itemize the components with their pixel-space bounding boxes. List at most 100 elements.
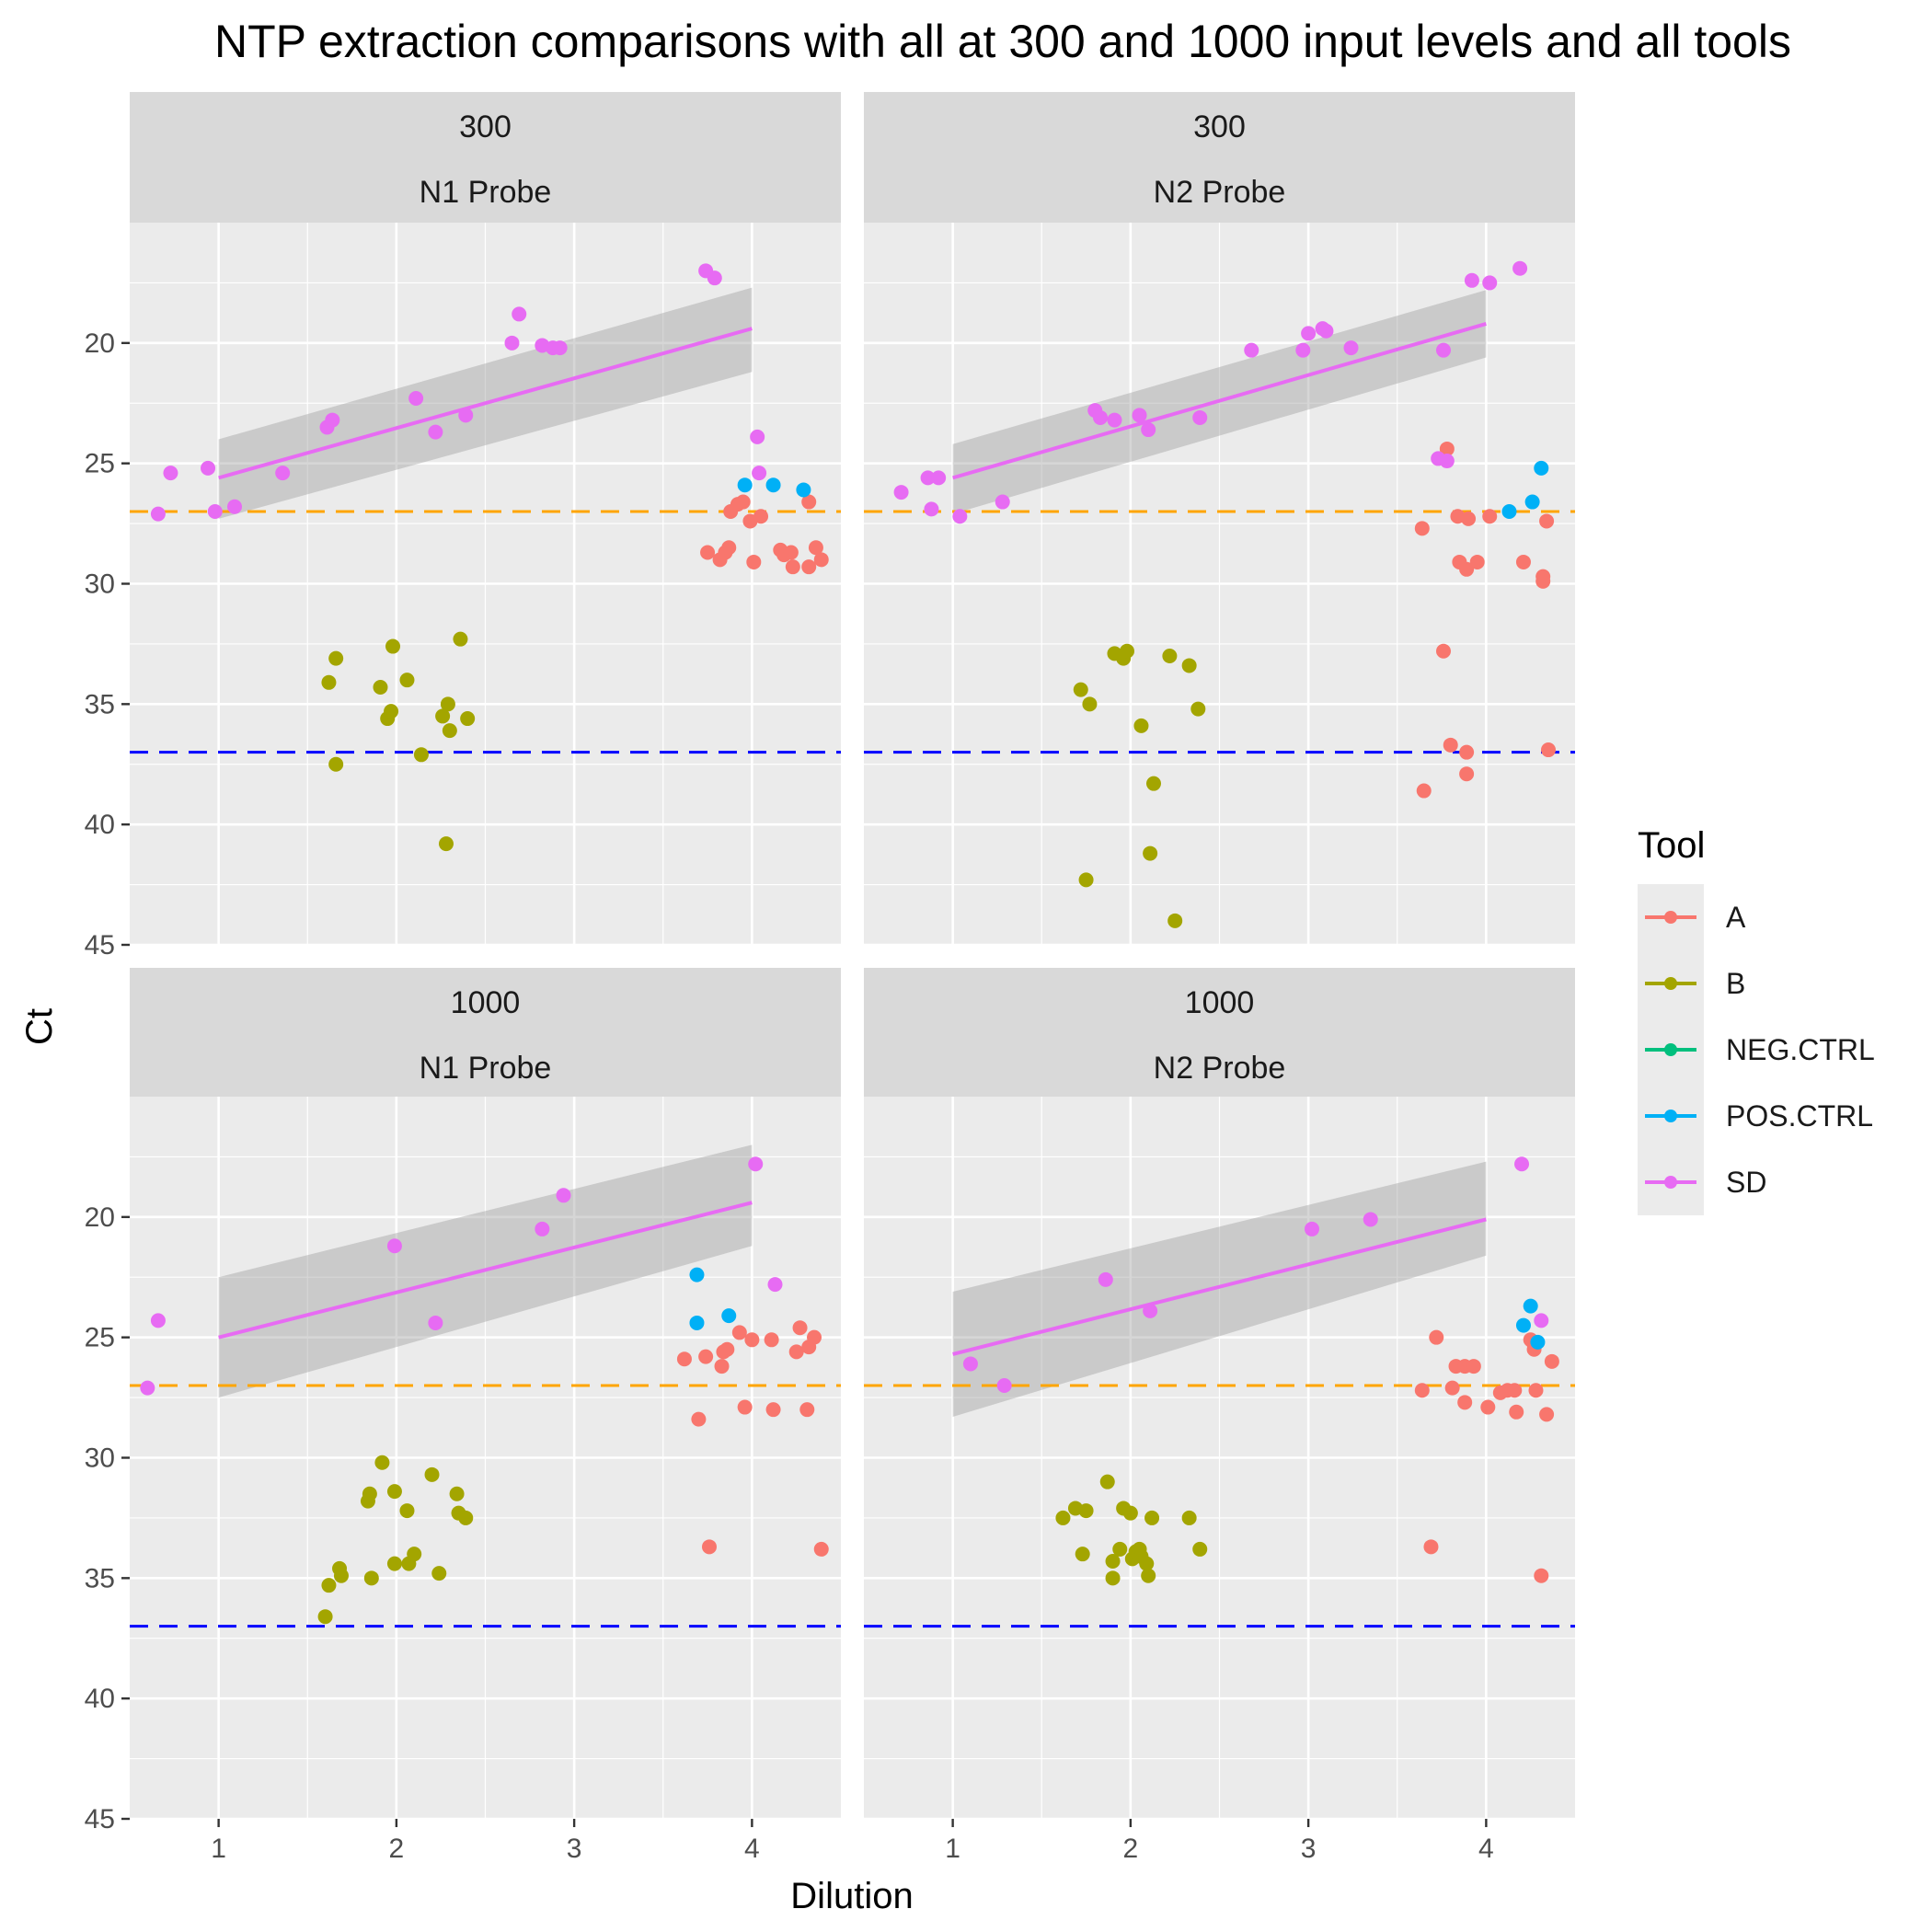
data-point (801, 559, 817, 575)
data-point (1530, 1334, 1546, 1350)
data-point (1141, 422, 1156, 438)
data-point (386, 1238, 402, 1254)
data-point (1139, 1556, 1155, 1571)
data-point (163, 466, 178, 481)
facet-panel: 1000 N2 Probe 1 2 3 4 (864, 968, 1575, 1864)
data-point (1078, 872, 1094, 888)
x-tick-label: 4 (1478, 1834, 1494, 1864)
y-tick-label: 25 (85, 1323, 115, 1353)
data-point (1093, 409, 1109, 425)
data-point (1301, 326, 1317, 341)
data-point (744, 1332, 760, 1348)
legend-key-point (1664, 1176, 1677, 1189)
data-point (765, 477, 781, 493)
data-point (995, 494, 1010, 510)
data-point (952, 509, 968, 524)
confidence-ribbon (952, 1161, 1487, 1418)
y-tick-label: 45 (85, 930, 115, 960)
facet-strip (864, 92, 1575, 223)
data-point (1514, 1156, 1530, 1172)
data-point (1443, 737, 1458, 753)
data-point (701, 1539, 717, 1555)
data-point (1509, 1404, 1524, 1420)
data-point (813, 1541, 829, 1557)
y-tick-label: 40 (85, 1684, 115, 1714)
data-point (1144, 1510, 1160, 1525)
data-point (807, 1329, 822, 1345)
data-point (1304, 1221, 1319, 1236)
data-point (719, 1341, 735, 1357)
data-point (1122, 1505, 1138, 1521)
facet-panel: 300 N2 Probe (864, 92, 1575, 947)
data-point (438, 836, 454, 852)
data-point (1544, 1353, 1559, 1369)
data-point (962, 1356, 978, 1372)
fit-line-sd (952, 1217, 1487, 1356)
y-tick-label: 30 (85, 569, 115, 600)
data-point (1459, 561, 1475, 577)
data-point (1181, 1510, 1197, 1525)
data-point (721, 540, 737, 556)
data-point (1078, 1503, 1094, 1519)
strip-label-probe: N1 Probe (420, 175, 552, 210)
data-point (737, 1399, 753, 1415)
data-point (407, 1547, 422, 1562)
data-point (333, 1568, 349, 1583)
data-point (1075, 1547, 1090, 1562)
data-point (689, 1267, 705, 1282)
data-point (150, 506, 166, 522)
strip-label-input-level: 1000 (451, 985, 521, 1020)
data-point (750, 429, 765, 444)
data-point (1507, 1383, 1523, 1398)
x-tick-label: 4 (744, 1834, 760, 1864)
data-point (996, 1378, 1012, 1393)
data-point (317, 1609, 333, 1625)
data-point (1192, 1541, 1208, 1557)
data-point (1469, 554, 1485, 569)
data-point (458, 1510, 474, 1525)
facet-strip (130, 92, 841, 223)
data-point (321, 674, 337, 690)
data-point (1439, 454, 1455, 469)
data-point (1318, 323, 1334, 339)
data-point (386, 1556, 402, 1571)
data-point (1423, 1539, 1439, 1555)
data-point (428, 1315, 443, 1330)
data-point (552, 340, 568, 356)
data-point (1459, 766, 1475, 782)
data-point (504, 335, 520, 351)
data-point (1464, 272, 1479, 288)
data-point (1457, 1395, 1473, 1410)
y-tick-label: 25 (85, 449, 115, 479)
data-point (1133, 718, 1149, 733)
x-tick-label: 1 (945, 1834, 960, 1864)
data-point (1107, 412, 1122, 428)
data-point (1414, 521, 1430, 536)
data-point (1480, 1399, 1496, 1415)
facet-strip (130, 968, 841, 1097)
data-point (1105, 1570, 1121, 1586)
data-point (1539, 1407, 1555, 1422)
data-point (1482, 275, 1498, 291)
legend: Tool AB NEG.CTRL POS.CTRL SD (1638, 825, 1875, 1215)
data-point (1082, 696, 1098, 712)
strip-label-probe: N1 Probe (420, 1051, 552, 1086)
data-point (808, 540, 823, 556)
data-point (325, 412, 340, 428)
data-point (700, 545, 716, 560)
data-point (764, 1332, 779, 1348)
data-point (328, 756, 344, 772)
data-point (796, 482, 811, 498)
data-point (460, 711, 476, 727)
data-point (707, 270, 722, 286)
data-point (1459, 744, 1475, 760)
data-point (1244, 342, 1259, 358)
data-point (1482, 509, 1498, 524)
data-point (408, 391, 424, 407)
data-point (746, 554, 762, 569)
data-point (1120, 643, 1135, 659)
data-point (1429, 1329, 1444, 1345)
data-point (788, 1344, 804, 1360)
data-point (1132, 408, 1147, 423)
data-point (1515, 554, 1531, 569)
